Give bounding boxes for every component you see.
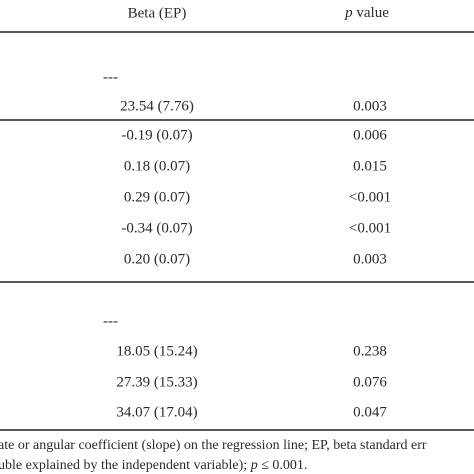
p-cell: 0.238 (353, 343, 387, 359)
p-cell: 0.015 (353, 158, 387, 174)
footnote-line: ate or angular coefficient (slope) on th… (0, 438, 427, 453)
column-header: Beta (EP) (128, 5, 187, 21)
footnote-part: uble explained by the independent variab… (0, 458, 251, 473)
column-header: p value (344, 5, 389, 21)
p-cell: 0.006 (353, 127, 387, 143)
p-cell: 0.047 (353, 404, 387, 420)
footnote-part: ≤ 0.001. (258, 458, 308, 473)
beta-cell: 34.07 (17.04) (116, 404, 197, 420)
beta-cell: -0.19 (0.07) (121, 127, 192, 143)
beta-cell: 18.05 (15.24) (116, 343, 197, 359)
footnote-part: p (250, 458, 258, 473)
beta-cell: --- (103, 313, 118, 329)
beta-cell: 0.20 (0.07) (124, 251, 190, 267)
p-cell: 0.003 (353, 98, 387, 114)
beta-cell: 23.54 (7.76) (120, 98, 194, 114)
header-part: value (353, 5, 390, 21)
beta-cell: 0.18 (0.07) (124, 158, 190, 174)
p-cell: 0.076 (353, 374, 387, 390)
beta-cell: --- (103, 69, 118, 85)
p-cell: <0.001 (349, 220, 391, 236)
beta-cell: 0.29 (0.07) (124, 189, 190, 205)
beta-cell: 27.39 (15.33) (116, 374, 197, 390)
header-part: p (344, 5, 353, 21)
p-cell: 0.003 (353, 251, 387, 267)
footnote-part: ate or angular coefficient (slope) on th… (0, 438, 427, 453)
beta-cell: -0.34 (0.07) (121, 220, 192, 236)
p-cell: <0.001 (349, 189, 391, 205)
footnote-line: uble explained by the independent variab… (0, 458, 307, 473)
